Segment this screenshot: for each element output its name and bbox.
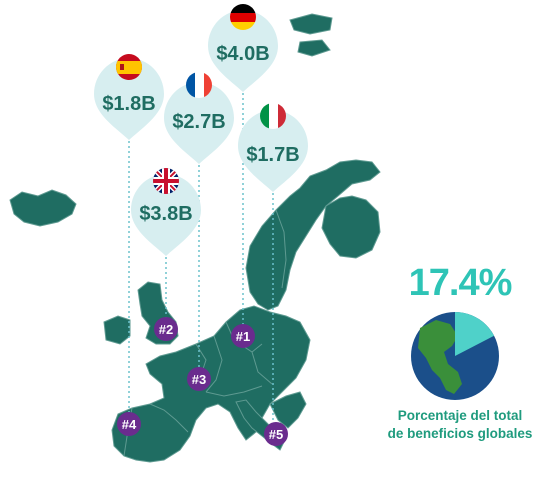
rank-badge-4: #4 (117, 412, 141, 436)
pin-spain: $1.8B (94, 54, 164, 140)
rank-label: #2 (159, 322, 173, 337)
pin-shape (238, 110, 308, 192)
france-flag-icon (186, 72, 212, 98)
percentage-value: 17.4% (408, 262, 513, 304)
pin-value: $2.7B (172, 111, 225, 133)
pin-uk: $3.8B (131, 168, 201, 256)
sweden-border (275, 209, 287, 289)
italy-flag-icon (260, 103, 286, 129)
rank-badge-3: #3 (187, 367, 211, 391)
rank-label: #3 (192, 372, 206, 387)
globe-share-slice (455, 312, 495, 356)
europe-map (9, 13, 381, 463)
caption-line-1: Porcentaje del total (397, 408, 523, 423)
pin-shape (208, 10, 278, 92)
pin-value: $1.8B (102, 93, 155, 115)
pin-shape (164, 82, 234, 164)
caption-line-2: de beneficios globales (387, 426, 533, 441)
germany-flag-icon (230, 4, 256, 30)
balkans-shape (269, 391, 307, 429)
spain-flag-icon (116, 54, 142, 80)
pin-france: $2.7B (164, 72, 234, 164)
rank-label: #1 (236, 329, 250, 344)
pin-value: $4.0B (216, 43, 269, 65)
pin-shape (94, 58, 164, 140)
globe-icon (411, 312, 499, 400)
rank-label: #5 (269, 427, 283, 442)
ireland-shape (103, 315, 131, 345)
pin-germany: $4.0B (208, 4, 278, 92)
globe-land (418, 320, 462, 394)
pin-shape (131, 174, 201, 256)
pin-value: $1.7B (246, 144, 299, 166)
scandinavia-shape (245, 159, 381, 311)
iceland-shape (9, 189, 77, 227)
country-borders (123, 321, 273, 457)
rank-badge-1: #1 (231, 324, 255, 348)
rank-badge-2: #2 (154, 317, 178, 341)
uk-flag-icon (153, 168, 179, 194)
rank-badge-5: #5 (264, 422, 288, 446)
percentage-caption: Porcentaje del total de beneficios globa… (372, 407, 548, 443)
rank-label: #4 (122, 417, 137, 432)
finland-shape (321, 195, 381, 259)
northern-islands-shape (289, 13, 333, 57)
pin-italy: $1.7B (238, 103, 308, 192)
pin-value: $3.8B (139, 203, 192, 225)
